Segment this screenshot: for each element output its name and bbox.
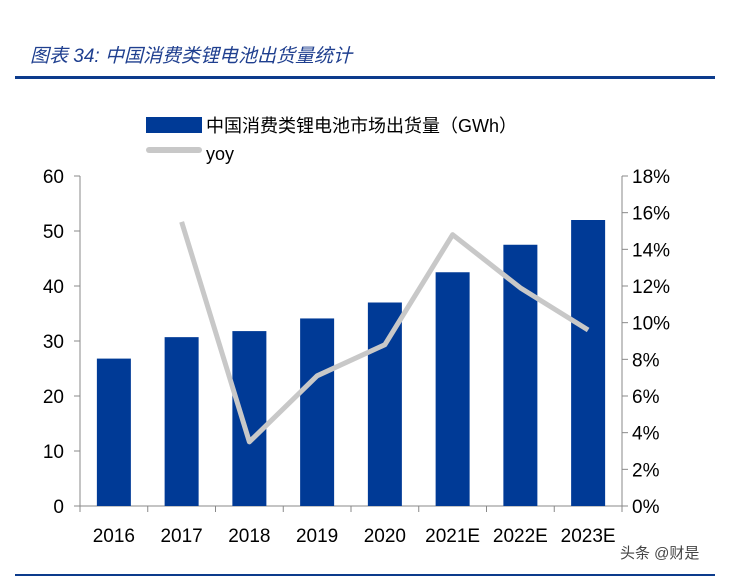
legend-line-swatch — [146, 147, 202, 153]
bar-2018 — [232, 331, 266, 506]
left-tick-label: 60 — [43, 167, 64, 188]
x-tick-label: 2023E — [561, 526, 616, 547]
right-tick-label: 10% — [632, 314, 670, 335]
bar-2020 — [368, 303, 402, 507]
right-tick-label: 2% — [632, 460, 660, 481]
left-tick-label: 40 — [43, 277, 64, 298]
title-rule — [15, 76, 715, 79]
x-tick-label: 2019 — [296, 526, 338, 547]
bar-2022E — [503, 245, 537, 506]
x-tick-label: 2022E — [493, 526, 548, 547]
right-tick-label: 16% — [632, 204, 670, 225]
x-tick-label: 2016 — [93, 526, 135, 547]
bar-2016 — [97, 359, 131, 506]
legend-line-label: yoy — [206, 144, 234, 164]
x-tick-label: 2018 — [228, 526, 270, 547]
right-tick-label: 14% — [632, 240, 670, 261]
right-tick-label: 18% — [632, 167, 670, 188]
legend-bar-swatch — [146, 117, 202, 133]
right-tick-label: 4% — [632, 424, 660, 445]
right-tick-label: 12% — [632, 277, 670, 298]
left-tick-label: 30 — [43, 332, 64, 353]
x-tick-label: 2020 — [364, 526, 406, 547]
left-tick-label: 20 — [43, 387, 64, 408]
x-tick-label: 2017 — [160, 526, 202, 547]
bottom-rule — [15, 574, 715, 576]
right-tick-label: 8% — [632, 350, 660, 371]
right-tick-label: 0% — [632, 497, 660, 518]
chart-title: 图表 34: 中国消费类锂电池出货量统计 — [30, 45, 354, 67]
watermark: 头条 @财是 — [620, 545, 699, 562]
x-tick-label: 2021E — [425, 526, 480, 547]
legend-bar-label: 中国消费类锂电池市场出货量（GWh） — [206, 116, 517, 136]
bar-2023E — [571, 220, 605, 506]
bar-2021E — [436, 272, 470, 506]
bar-2019 — [300, 318, 334, 506]
left-tick-label: 50 — [43, 222, 64, 243]
left-tick-label: 10 — [43, 442, 64, 463]
bar-2017 — [165, 337, 199, 506]
left-tick-label: 0 — [53, 497, 64, 518]
right-tick-label: 6% — [632, 387, 660, 408]
